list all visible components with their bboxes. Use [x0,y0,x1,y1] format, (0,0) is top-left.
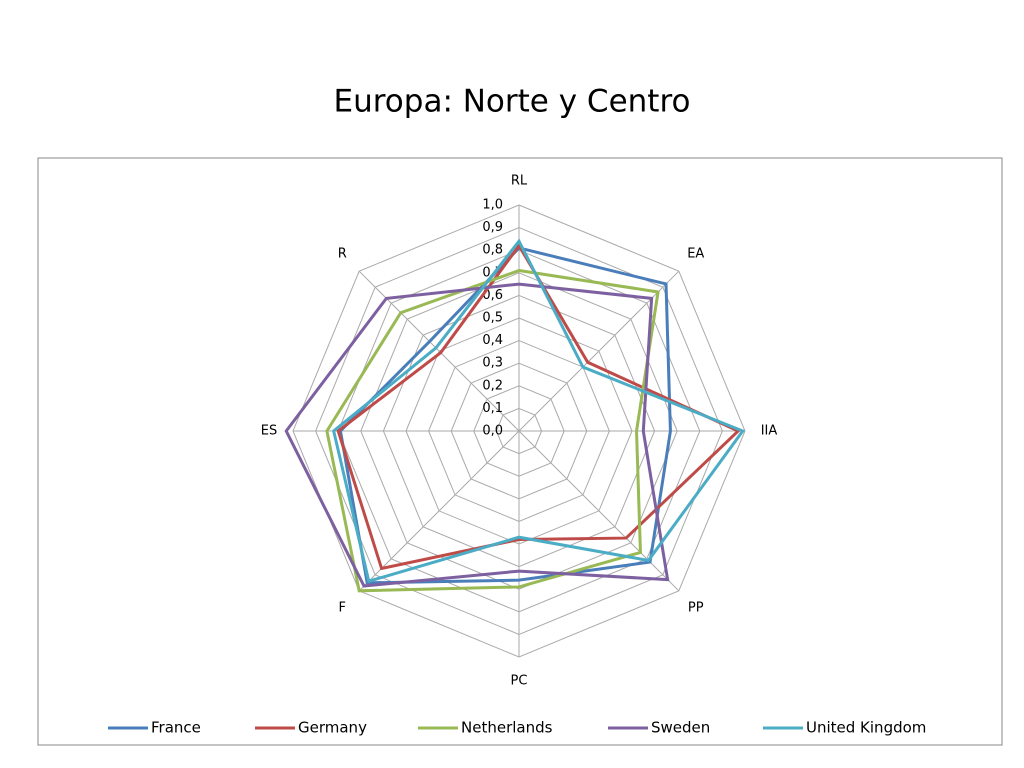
series-line [325,268,660,593]
y-tick-label: 0,4 [482,333,503,348]
axis-label: PP [688,600,704,615]
spoke [358,430,520,592]
spoke [518,430,680,592]
y-tick-label: 0,2 [482,378,503,393]
y-tick-label: 0,8 [482,243,503,258]
axis-label: F [338,600,345,615]
chart-title: Europa: Norte y Centro [334,84,691,120]
axis-label: ES [261,424,277,439]
spoke [518,270,680,432]
legend-label: Germany [298,719,367,737]
axis-label: R [338,247,347,262]
legend-label: Sweden [651,719,710,737]
axis-label: EA [687,247,704,262]
axis-label: PC [511,674,528,689]
y-tick-label: 0,5 [482,311,503,326]
legend-label: United Kingdom [806,719,926,737]
y-tick-label: 0,6 [482,288,503,303]
series-line [338,246,672,585]
series-line [284,282,670,588]
y-tick-label: 0,9 [482,220,503,235]
y-tick-label: 0,1 [482,401,503,416]
y-tick-label: 0,3 [482,356,503,371]
axis-label: IIA [761,424,778,439]
plot-frame [37,157,1003,746]
series-line [336,242,741,571]
axis-label: RL [511,174,528,189]
series-line [332,238,746,584]
y-tick-label: 0,0 [482,424,503,439]
y-tick-label: 1,0 [482,198,503,213]
legend-label: France [151,719,201,737]
legend-label: Netherlands [461,719,553,737]
